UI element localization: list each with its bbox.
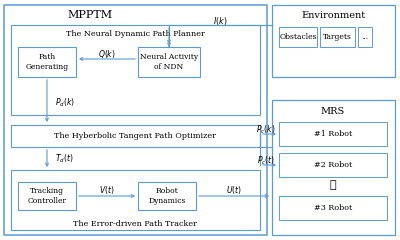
FancyBboxPatch shape — [279, 27, 317, 47]
Text: Robot
Dynamics: Robot Dynamics — [148, 187, 186, 204]
Text: Targets: Targets — [322, 33, 352, 41]
Text: Neural Activity
of NDN: Neural Activity of NDN — [140, 54, 198, 71]
Text: ⋮: ⋮ — [330, 180, 336, 190]
FancyBboxPatch shape — [279, 153, 387, 177]
FancyBboxPatch shape — [272, 5, 395, 77]
FancyBboxPatch shape — [279, 122, 387, 146]
Text: Path
Generating: Path Generating — [26, 54, 68, 71]
Text: MRS: MRS — [321, 107, 345, 115]
FancyBboxPatch shape — [138, 182, 196, 210]
Text: #1 Robot: #1 Robot — [314, 130, 352, 138]
Text: $I(k)$: $I(k)$ — [213, 15, 227, 27]
FancyBboxPatch shape — [11, 125, 260, 147]
FancyBboxPatch shape — [272, 100, 395, 235]
FancyBboxPatch shape — [320, 27, 355, 47]
Text: #3 Robot: #3 Robot — [314, 204, 352, 212]
FancyBboxPatch shape — [279, 196, 387, 220]
Text: ...: ... — [362, 33, 368, 41]
FancyBboxPatch shape — [11, 25, 260, 115]
FancyBboxPatch shape — [358, 27, 372, 47]
Text: $P_d(k)$: $P_d(k)$ — [55, 97, 75, 109]
FancyBboxPatch shape — [138, 47, 200, 77]
FancyBboxPatch shape — [18, 182, 76, 210]
Text: The Neural Dynamic Path Planner: The Neural Dynamic Path Planner — [66, 30, 204, 38]
Text: $U(t)$: $U(t)$ — [226, 184, 242, 196]
Text: Environment: Environment — [301, 12, 365, 20]
Text: $P_c(k)$: $P_c(k)$ — [256, 124, 276, 136]
Text: $Q(k)$: $Q(k)$ — [98, 48, 116, 60]
Text: $T_d(t)$: $T_d(t)$ — [55, 153, 74, 165]
Text: #2 Robot: #2 Robot — [314, 161, 352, 169]
Text: Obstacles: Obstacles — [279, 33, 317, 41]
Text: $P_c(t)$: $P_c(t)$ — [257, 155, 275, 167]
Text: $V(t)$: $V(t)$ — [99, 184, 115, 196]
Text: The Hyberbolic Tangent Path Optimizer: The Hyberbolic Tangent Path Optimizer — [54, 132, 216, 140]
FancyBboxPatch shape — [4, 5, 267, 235]
FancyBboxPatch shape — [18, 47, 76, 77]
Text: Tracking
Controller: Tracking Controller — [28, 187, 66, 204]
Text: MPPTM: MPPTM — [68, 10, 112, 20]
Text: The Error-driven Path Tracker: The Error-driven Path Tracker — [73, 220, 197, 228]
FancyBboxPatch shape — [11, 170, 260, 230]
